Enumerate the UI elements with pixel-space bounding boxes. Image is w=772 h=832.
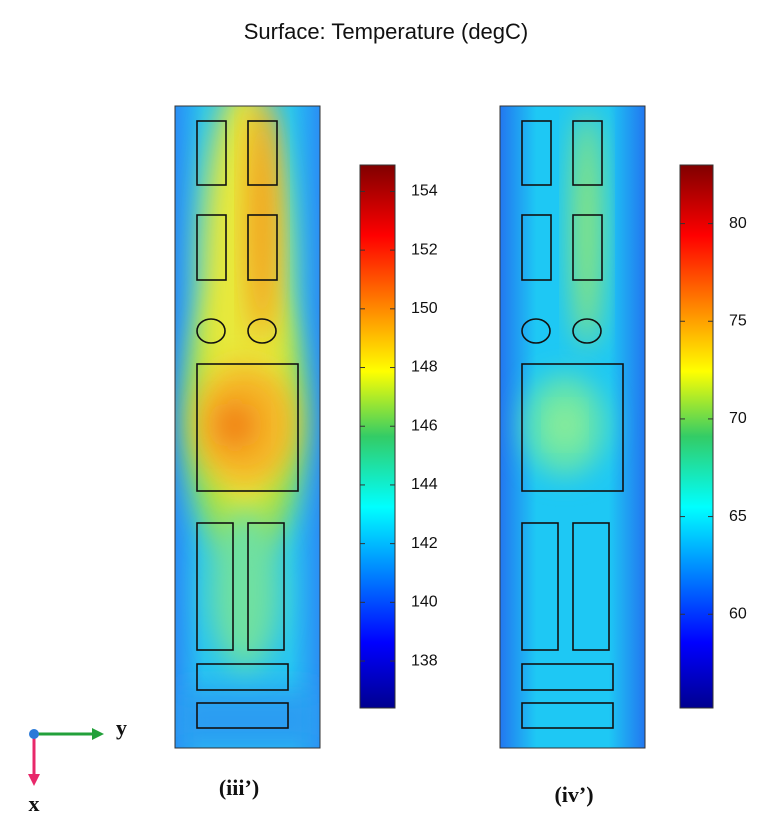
- colorbar: [679, 164, 714, 709]
- panel-label: (iv’): [554, 782, 593, 807]
- tick-label: 75: [729, 312, 747, 329]
- panel-label: (iii’): [219, 775, 259, 800]
- tick-label: 65: [729, 508, 747, 525]
- triad-label: x: [29, 791, 40, 816]
- tick-label: 144: [411, 476, 438, 493]
- field-iii: [175, 106, 320, 748]
- triad-arrow: [92, 728, 104, 740]
- colorbar: [359, 164, 396, 709]
- tick-label: 150: [411, 300, 438, 317]
- tick-label: 152: [411, 241, 438, 258]
- triad-label: y: [116, 715, 127, 740]
- title: Surface: Temperature (degC): [244, 19, 529, 44]
- tick-label: 146: [411, 417, 438, 434]
- tick-label: 142: [411, 535, 438, 552]
- field-iv: [500, 106, 645, 748]
- tick-label: 148: [411, 359, 438, 376]
- tick-label: 138: [411, 652, 438, 669]
- tick-label: 60: [729, 605, 747, 622]
- panel-border: [499, 105, 646, 749]
- components: [196, 120, 299, 729]
- tick-label: 140: [411, 594, 438, 611]
- tick-label: 154: [411, 183, 438, 200]
- triad-arrow: [28, 774, 40, 786]
- tick-label: 80: [729, 215, 747, 232]
- panel-border: [174, 105, 321, 749]
- triad-origin: [29, 729, 39, 739]
- tick-label: 70: [729, 410, 747, 427]
